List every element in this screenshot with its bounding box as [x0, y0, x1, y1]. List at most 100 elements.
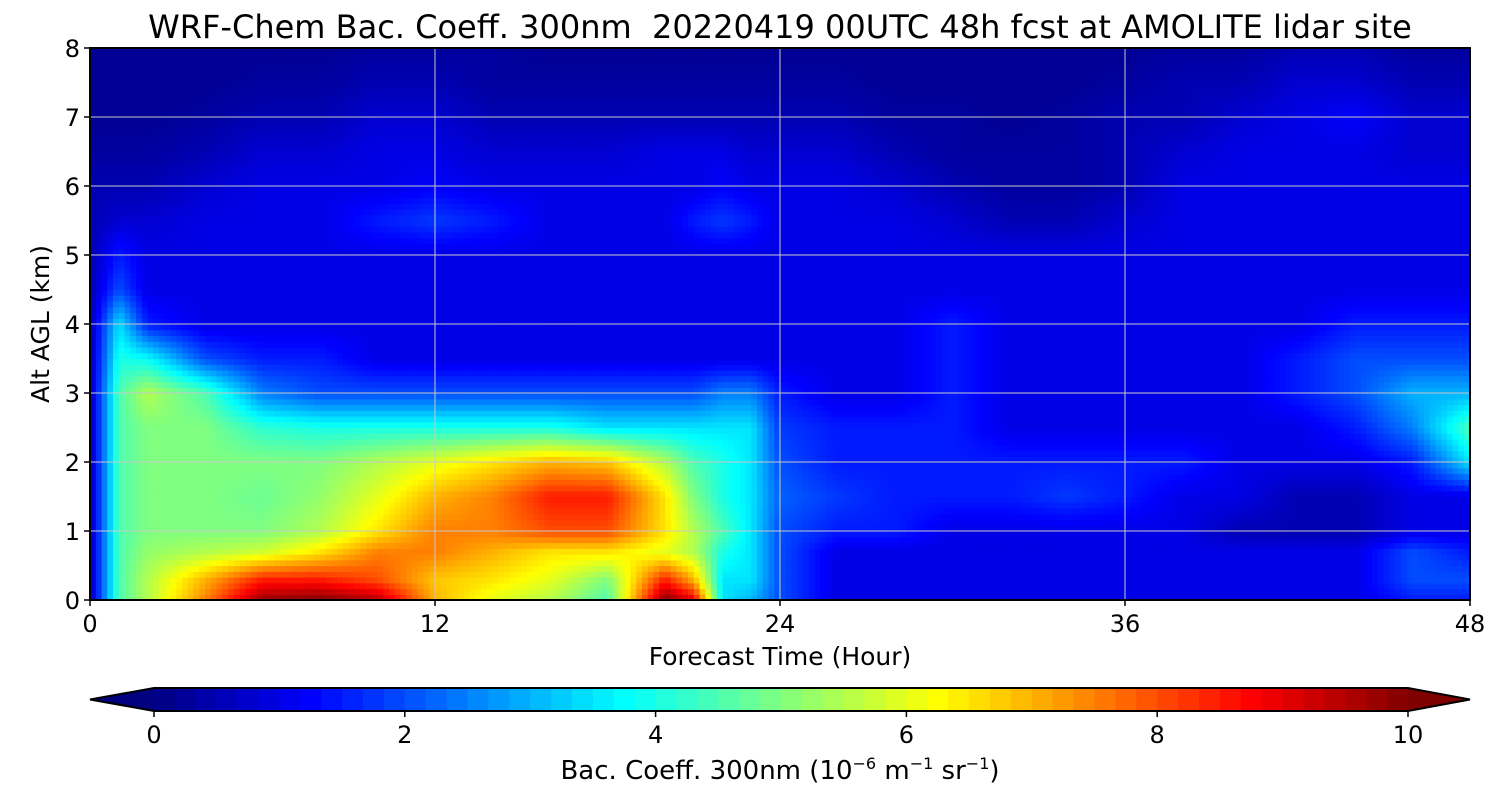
heatmap-cell [1326, 514, 1332, 520]
heatmap-cell [1206, 571, 1212, 577]
heatmap-cell [1091, 589, 1097, 595]
heatmap-cell [1177, 531, 1183, 537]
heatmap-cell [280, 520, 286, 526]
heatmap-cell [1102, 583, 1108, 589]
heatmap-cell [1361, 497, 1367, 503]
heatmap-cell [539, 560, 545, 566]
heatmap-cell [757, 485, 763, 491]
heatmap-cell [194, 497, 200, 503]
heatmap-cell [619, 583, 625, 589]
heatmap-cell [930, 589, 936, 595]
heatmap-cell [964, 479, 970, 485]
heatmap-cell [395, 577, 401, 583]
heatmap-cell [809, 502, 815, 508]
heatmap-cell [228, 479, 234, 485]
heatmap-cell [705, 502, 711, 508]
heatmap-cell [907, 531, 913, 537]
heatmap-cell [441, 514, 447, 520]
heatmap-cell [849, 479, 855, 485]
heatmap-cell [976, 531, 982, 537]
heatmap-cell [625, 479, 631, 485]
heatmap-cell [659, 543, 665, 549]
heatmap-cell [1459, 537, 1465, 543]
heatmap-cell [504, 502, 510, 508]
heatmap-cell [993, 508, 999, 514]
heatmap-cell [613, 554, 619, 560]
heatmap-cell [1050, 520, 1056, 526]
heatmap-cell [1091, 508, 1097, 514]
heatmap-cell [470, 520, 476, 526]
heatmap-cell [866, 479, 872, 485]
heatmap-cell [274, 554, 280, 560]
heatmap-cell [159, 485, 165, 491]
heatmap-cell [636, 548, 642, 554]
heatmap-cell [1286, 502, 1292, 508]
heatmap-cell [165, 554, 171, 560]
heatmap-cell [314, 589, 320, 595]
heatmap-cell [263, 571, 269, 577]
heatmap-cell [1240, 531, 1246, 537]
heatmap-cell [401, 589, 407, 595]
heatmap-cell [389, 554, 395, 560]
heatmap-cell [918, 554, 924, 560]
heatmap-cell [211, 589, 217, 595]
heatmap-cell [1390, 531, 1396, 537]
heatmap-cell [171, 577, 177, 583]
heatmap-cell [516, 502, 522, 508]
heatmap-cell [556, 520, 562, 526]
heatmap-cell [981, 520, 987, 526]
heatmap-cell [757, 520, 763, 526]
heatmap-cell [1361, 531, 1367, 537]
heatmap-cell [401, 514, 407, 520]
heatmap-cell [280, 479, 286, 485]
heatmap-cell [550, 508, 556, 514]
heatmap-cell [251, 491, 257, 497]
heatmap-cell [590, 502, 596, 508]
heatmap-cell [96, 485, 102, 491]
heatmap-cell [608, 508, 614, 514]
heatmap-cell [694, 554, 700, 560]
heatmap-cell [332, 531, 338, 537]
heatmap-cell [245, 560, 251, 566]
heatmap-cell [596, 485, 602, 491]
heatmap-cell [654, 520, 660, 526]
heatmap-cell [970, 497, 976, 503]
heatmap-cell [389, 589, 395, 595]
heatmap-cell [786, 520, 792, 526]
heatmap-cell [636, 571, 642, 577]
heatmap-cell [1010, 491, 1016, 497]
heatmap-cell [832, 508, 838, 514]
heatmap-cell [1131, 548, 1137, 554]
heatmap-cell [452, 508, 458, 514]
heatmap-cell [1045, 560, 1051, 566]
heatmap-cell [251, 560, 257, 566]
heatmap-cell [1395, 571, 1401, 577]
heatmap-cell [458, 560, 464, 566]
heatmap-cell [700, 537, 706, 543]
heatmap-cell [286, 566, 292, 572]
heatmap-cell [1430, 508, 1436, 514]
heatmap-cell [567, 537, 573, 543]
heatmap-cell [297, 537, 303, 543]
heatmap-cell [619, 548, 625, 554]
heatmap-cell [1079, 479, 1085, 485]
heatmap-cell [1395, 502, 1401, 508]
heatmap-cell [964, 491, 970, 497]
heatmap-cell [849, 589, 855, 595]
heatmap-cell [458, 497, 464, 503]
heatmap-cell [1275, 554, 1281, 560]
heatmap-cell [947, 589, 953, 595]
heatmap-cell [326, 537, 332, 543]
heatmap-cell [309, 571, 315, 577]
heatmap-cell [1131, 531, 1137, 537]
heatmap-cell [257, 543, 263, 549]
heatmap-cell [1441, 537, 1447, 543]
heatmap-cell [1010, 577, 1016, 583]
heatmap-cell [1303, 491, 1309, 497]
heatmap-cell [642, 491, 648, 497]
heatmap-cell [274, 531, 280, 537]
heatmap-cell [918, 583, 924, 589]
heatmap-cell [734, 571, 740, 577]
heatmap-cell [878, 514, 884, 520]
heatmap-cell [1280, 571, 1286, 577]
